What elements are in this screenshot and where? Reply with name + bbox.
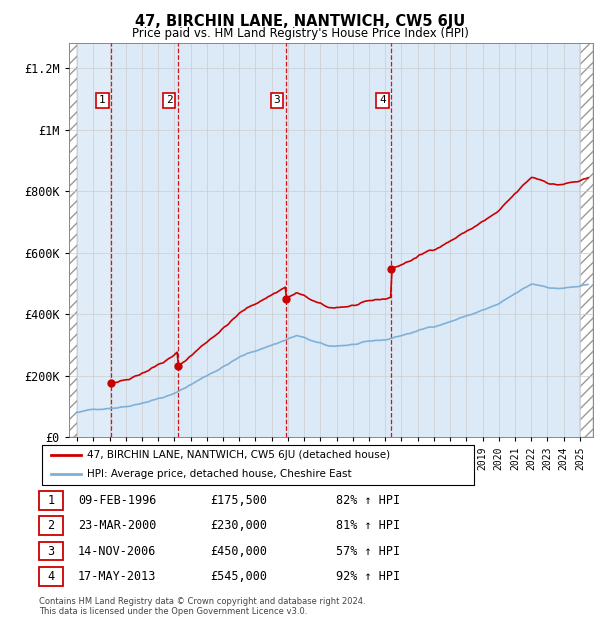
Bar [178,43,286,437]
Text: This data is licensed under the Open Government Licence v3.0.: This data is licensed under the Open Gov… [39,608,307,616]
Text: 2: 2 [166,95,173,105]
Text: 3: 3 [47,545,55,557]
Text: 57% ↑ HPI: 57% ↑ HPI [336,545,400,557]
Text: 1: 1 [47,494,55,507]
Text: 47, BIRCHIN LANE, NANTWICH, CW5 6JU: 47, BIRCHIN LANE, NANTWICH, CW5 6JU [135,14,465,29]
Text: 2: 2 [47,520,55,532]
Text: 14-NOV-2006: 14-NOV-2006 [78,545,157,557]
Text: 81% ↑ HPI: 81% ↑ HPI [336,520,400,532]
Text: 82% ↑ HPI: 82% ↑ HPI [336,494,400,507]
Bar [580,43,593,437]
Text: 17-MAY-2013: 17-MAY-2013 [78,570,157,583]
Text: 23-MAR-2000: 23-MAR-2000 [78,520,157,532]
Bar [391,43,580,437]
Bar [69,43,77,437]
Text: £450,000: £450,000 [210,545,267,557]
Text: Contains HM Land Registry data © Crown copyright and database right 2024.: Contains HM Land Registry data © Crown c… [39,597,365,606]
Text: Price paid vs. HM Land Registry's House Price Index (HPI): Price paid vs. HM Land Registry's House … [131,27,469,40]
Bar [112,43,178,437]
Text: £175,500: £175,500 [210,494,267,507]
Text: 4: 4 [379,95,386,105]
Bar [69,43,77,437]
Text: HPI: Average price, detached house, Cheshire East: HPI: Average price, detached house, Ches… [87,469,352,479]
Text: 92% ↑ HPI: 92% ↑ HPI [336,570,400,583]
Text: £545,000: £545,000 [210,570,267,583]
Text: 47, BIRCHIN LANE, NANTWICH, CW5 6JU (detached house): 47, BIRCHIN LANE, NANTWICH, CW5 6JU (det… [87,450,390,461]
Bar [580,43,593,437]
Bar [286,43,391,437]
Text: 1: 1 [99,95,106,105]
Text: £230,000: £230,000 [210,520,267,532]
Text: 4: 4 [47,570,55,583]
Text: 3: 3 [274,95,280,105]
Text: 09-FEB-1996: 09-FEB-1996 [78,494,157,507]
